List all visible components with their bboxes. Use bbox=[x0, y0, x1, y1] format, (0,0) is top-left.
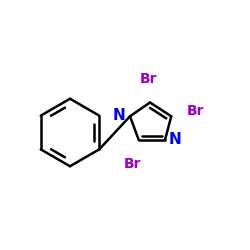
Text: N: N bbox=[112, 108, 125, 122]
Text: Br: Br bbox=[186, 104, 204, 118]
Text: Br: Br bbox=[140, 72, 158, 86]
Text: N: N bbox=[169, 132, 181, 148]
Text: Br: Br bbox=[124, 157, 141, 171]
